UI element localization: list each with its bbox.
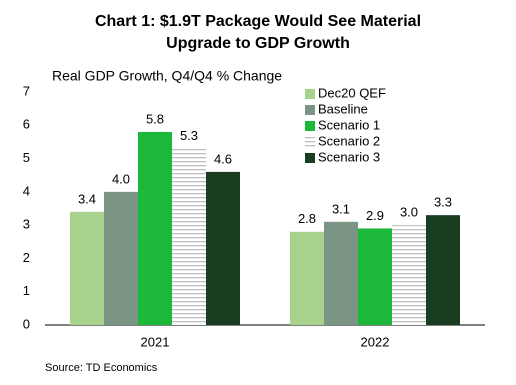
- value-label: 2.9: [366, 208, 384, 223]
- legend-swatch: [305, 121, 315, 131]
- value-label: 3.0: [400, 205, 418, 220]
- source: Source: TD Economics: [45, 362, 158, 374]
- value-label: 3.4: [78, 191, 96, 206]
- legend-label: Scenario 3: [318, 149, 380, 164]
- value-label: 5.8: [146, 111, 164, 126]
- value-label: 3.1: [332, 201, 350, 216]
- y-tick-label: 3: [23, 217, 30, 232]
- value-label: 4.0: [112, 171, 130, 186]
- bar: [206, 171, 240, 325]
- value-label: 5.3: [180, 128, 198, 143]
- legend-label: Scenario 2: [318, 133, 380, 148]
- value-label: 3.3: [434, 195, 452, 210]
- legend-swatch: [305, 105, 315, 115]
- y-axis-label: Real GDP Growth, Q4/Q4 % Change: [52, 68, 282, 84]
- legend-swatch: [305, 89, 315, 99]
- legend-label: Dec20 QEF: [318, 85, 386, 100]
- bar: [324, 221, 358, 325]
- y-tick-label: 1: [23, 283, 30, 298]
- y-tick-label: 6: [23, 117, 30, 132]
- bar: [104, 191, 138, 325]
- y-tick-label: 0: [23, 316, 30, 331]
- legend-swatch: [305, 137, 315, 147]
- y-tick-label: 5: [23, 150, 30, 165]
- bar: [392, 225, 426, 325]
- bar: [138, 131, 172, 325]
- x-tick-label: 2021: [141, 334, 170, 349]
- chart-subtitle: Upgrade to GDP Growth: [166, 35, 350, 52]
- bar: [358, 228, 392, 325]
- value-label: 4.6: [214, 151, 232, 166]
- legend-label: Scenario 1: [318, 117, 380, 132]
- y-tick-label: 2: [23, 250, 30, 265]
- legend-label: Baseline: [318, 101, 368, 116]
- y-tick-label: 4: [23, 183, 30, 198]
- bar: [70, 211, 104, 325]
- chart-title: Chart 1: $1.9T Package Would See Materia…: [95, 13, 421, 30]
- bar: [172, 148, 206, 325]
- legend-swatch: [305, 153, 315, 163]
- x-tick-label: 2022: [361, 334, 390, 349]
- y-tick-label: 7: [23, 83, 30, 98]
- bar: [290, 231, 324, 325]
- value-label: 2.8: [298, 211, 316, 226]
- bar: [426, 215, 460, 325]
